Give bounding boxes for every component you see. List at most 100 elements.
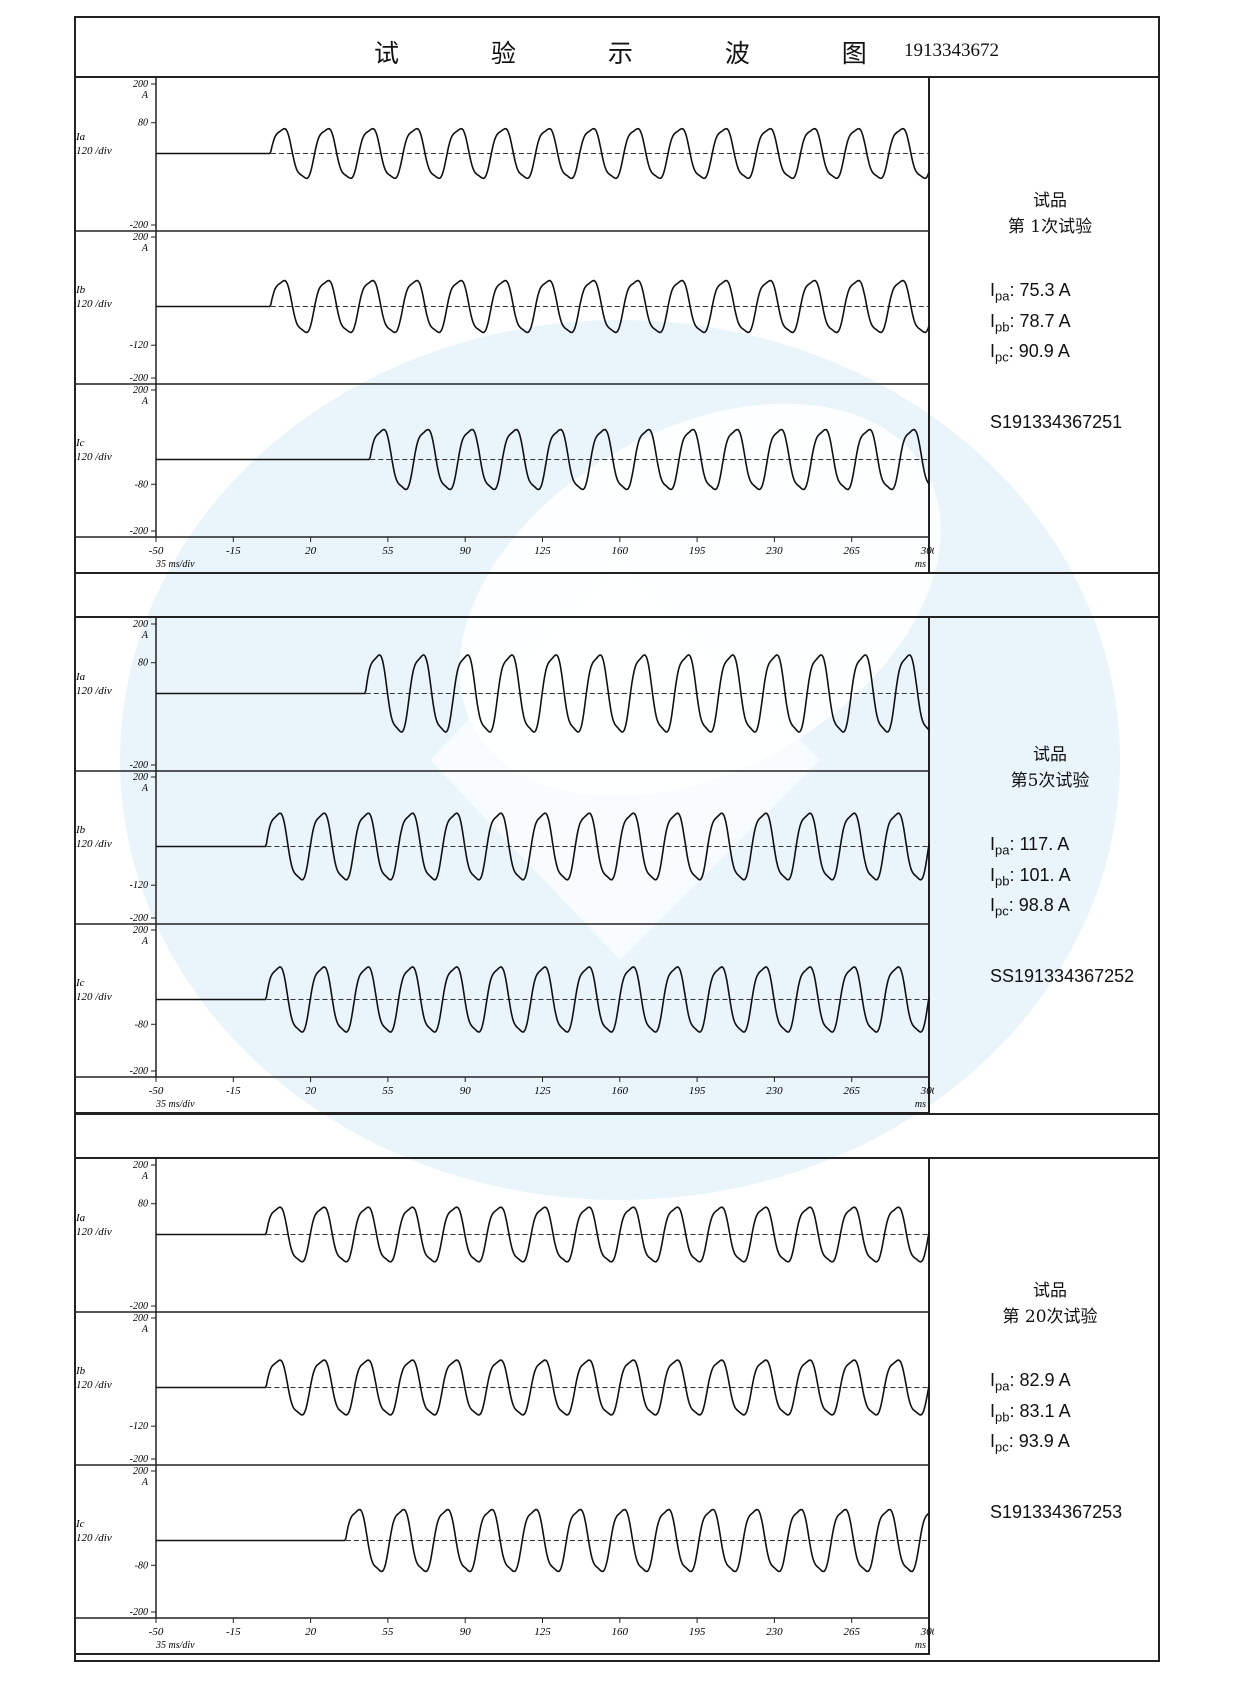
test-number: 第 1次试验 [1007, 217, 1093, 237]
peak-current-c: Ipc: 90.9 A [990, 341, 1070, 365]
x-tick-label: 55 [382, 1626, 394, 1638]
y-tick-label: -120 [130, 340, 148, 351]
y-tick-label: -80 [135, 1560, 148, 1571]
test-number: 第5次试验 [1010, 771, 1090, 791]
test-info-1: 试品 第 1次试验 Ipa: 75.3 A Ipb: 78.7 A Ipc: 9… [990, 188, 1170, 433]
x-tick-label: 125 [534, 1626, 551, 1638]
x-tick-label: 300 [920, 1626, 934, 1638]
sample-serial: S191334367253 [990, 1501, 1123, 1522]
waveform-ic [156, 966, 930, 1033]
x-tick-label: 20 [305, 1626, 317, 1638]
channel-name: Ic [75, 977, 85, 989]
peak-current-a: Ipa: 82.9 A [990, 1370, 1071, 1394]
waveform-ia [156, 654, 930, 733]
y-tick-label: 200 [133, 772, 148, 783]
y-tick-label: -200 [130, 1454, 148, 1465]
x-tick-label: 20 [305, 1085, 317, 1097]
y-tick-label: -120 [130, 880, 148, 891]
x-tick-label: 160 [612, 1626, 629, 1638]
y-tick-label: -200 [130, 373, 148, 384]
channel-name: Ia [75, 671, 86, 683]
x-tick-label: 195 [689, 1626, 706, 1638]
x-scale-label: 35 ms/div [155, 559, 195, 570]
x-tick-label: -15 [226, 1626, 241, 1638]
y-tick-label: -80 [135, 1019, 148, 1030]
x-tick-label: 160 [612, 545, 629, 557]
channel-name: Ib [75, 1365, 86, 1377]
document-number: 1913343672 [904, 40, 999, 61]
x-tick-label: 55 [382, 545, 394, 557]
oscillogram-test-1: Ia 120 /div A 200 80 -200 Ib 120 /div A 200 -120 -2… [74, 78, 938, 579]
x-tick-label: 265 [843, 545, 860, 557]
sample-label: 试品 [1033, 745, 1067, 765]
waveform-ib [156, 279, 930, 334]
channel-name: Ib [75, 284, 86, 296]
y-tick-label: 80 [138, 1199, 148, 1210]
y-tick-label: 200 [133, 619, 148, 630]
y-unit-label: A [141, 783, 149, 794]
y-unit-label: A [141, 1171, 149, 1182]
y-unit-label: A [141, 90, 149, 101]
y-unit-label: A [141, 936, 149, 947]
y-tick-label: 200 [133, 1466, 148, 1477]
x-tick-label: 230 [766, 545, 783, 557]
waveform-ia [156, 127, 930, 180]
y-tick-label: -200 [130, 1301, 148, 1312]
x-tick-label: 195 [689, 1085, 706, 1097]
y-unit-label: A [141, 396, 149, 407]
y-tick-label: 80 [138, 658, 148, 669]
peak-current-a: Ipa: 75.3 A [990, 280, 1071, 304]
x-tick-label: 125 [534, 545, 551, 557]
peak-current-c: Ipc: 93.9 A [990, 1431, 1070, 1455]
oscillogram-test-5: Ia 120 /div A 200 80 -200 Ib 120 /div A 200 -120 -2… [74, 618, 938, 1119]
channel-name: Ib [75, 824, 86, 836]
peak-current-b: Ipb: 78.7 A [990, 310, 1071, 335]
sample-label: 试品 [1033, 1281, 1067, 1301]
x-tick-label: 265 [843, 1085, 860, 1097]
y-tick-label: -200 [130, 913, 148, 924]
x-tick-label: -15 [226, 1085, 241, 1097]
channel-scale: 120 /div [76, 1532, 112, 1544]
x-tick-label: 125 [534, 1085, 551, 1097]
y-tick-label: -80 [135, 479, 148, 490]
sample-serial: SS191334367252 [990, 965, 1135, 986]
x-tick-label: 20 [305, 545, 317, 557]
y-tick-label: 200 [133, 1160, 148, 1171]
x-tick-label: -50 [149, 1085, 164, 1097]
y-tick-label: 200 [133, 79, 148, 90]
page-title: 试 验 示 波 图 [374, 39, 909, 68]
x-tick-label: 90 [460, 545, 472, 557]
y-unit-label: A [141, 243, 149, 254]
title-row: 试 验 示 波 图 1913343672 [74, 16, 1160, 78]
test-info-5: 试品 第5次试验 Ipa: 117. A Ipb: 101. A Ipc: 98… [990, 742, 1170, 987]
channel-scale: 120 /div [76, 451, 112, 463]
peak-current-b: Ipb: 83.1 A [990, 1400, 1071, 1425]
x-scale-label: 35 ms/div [155, 1099, 195, 1110]
y-tick-label: -200 [130, 220, 148, 231]
y-tick-label: -200 [130, 760, 148, 771]
sample-serial: S191334367251 [990, 411, 1123, 432]
block-separator [74, 1113, 1160, 1159]
channel-name: Ic [75, 1518, 85, 1530]
x-scale-label: 35 ms/div [155, 1640, 195, 1651]
peak-current-c: Ipc: 98.8 A [990, 895, 1070, 919]
x-unit-label: ms [915, 559, 926, 570]
x-tick-label: 230 [766, 1085, 783, 1097]
channel-scale: 120 /div [76, 1226, 112, 1238]
channel-scale: 120 /div [76, 685, 112, 697]
document-frame [74, 16, 1160, 1662]
sample-label: 试品 [1033, 191, 1067, 211]
x-tick-label: 265 [843, 1626, 860, 1638]
x-unit-label: ms [915, 1640, 926, 1651]
channel-scale: 120 /div [76, 1379, 112, 1391]
channel-name: Ia [75, 1212, 86, 1224]
waveform-ib [156, 812, 930, 881]
channel-name: Ic [75, 437, 85, 449]
x-tick-label: 90 [460, 1626, 472, 1638]
test-number: 第 20次试验 [1002, 1307, 1098, 1327]
y-unit-label: A [141, 1324, 149, 1335]
test-info-20: 试品 第 20次试验 Ipa: 82.9 A Ipb: 83.1 A Ipc: … [990, 1278, 1170, 1523]
